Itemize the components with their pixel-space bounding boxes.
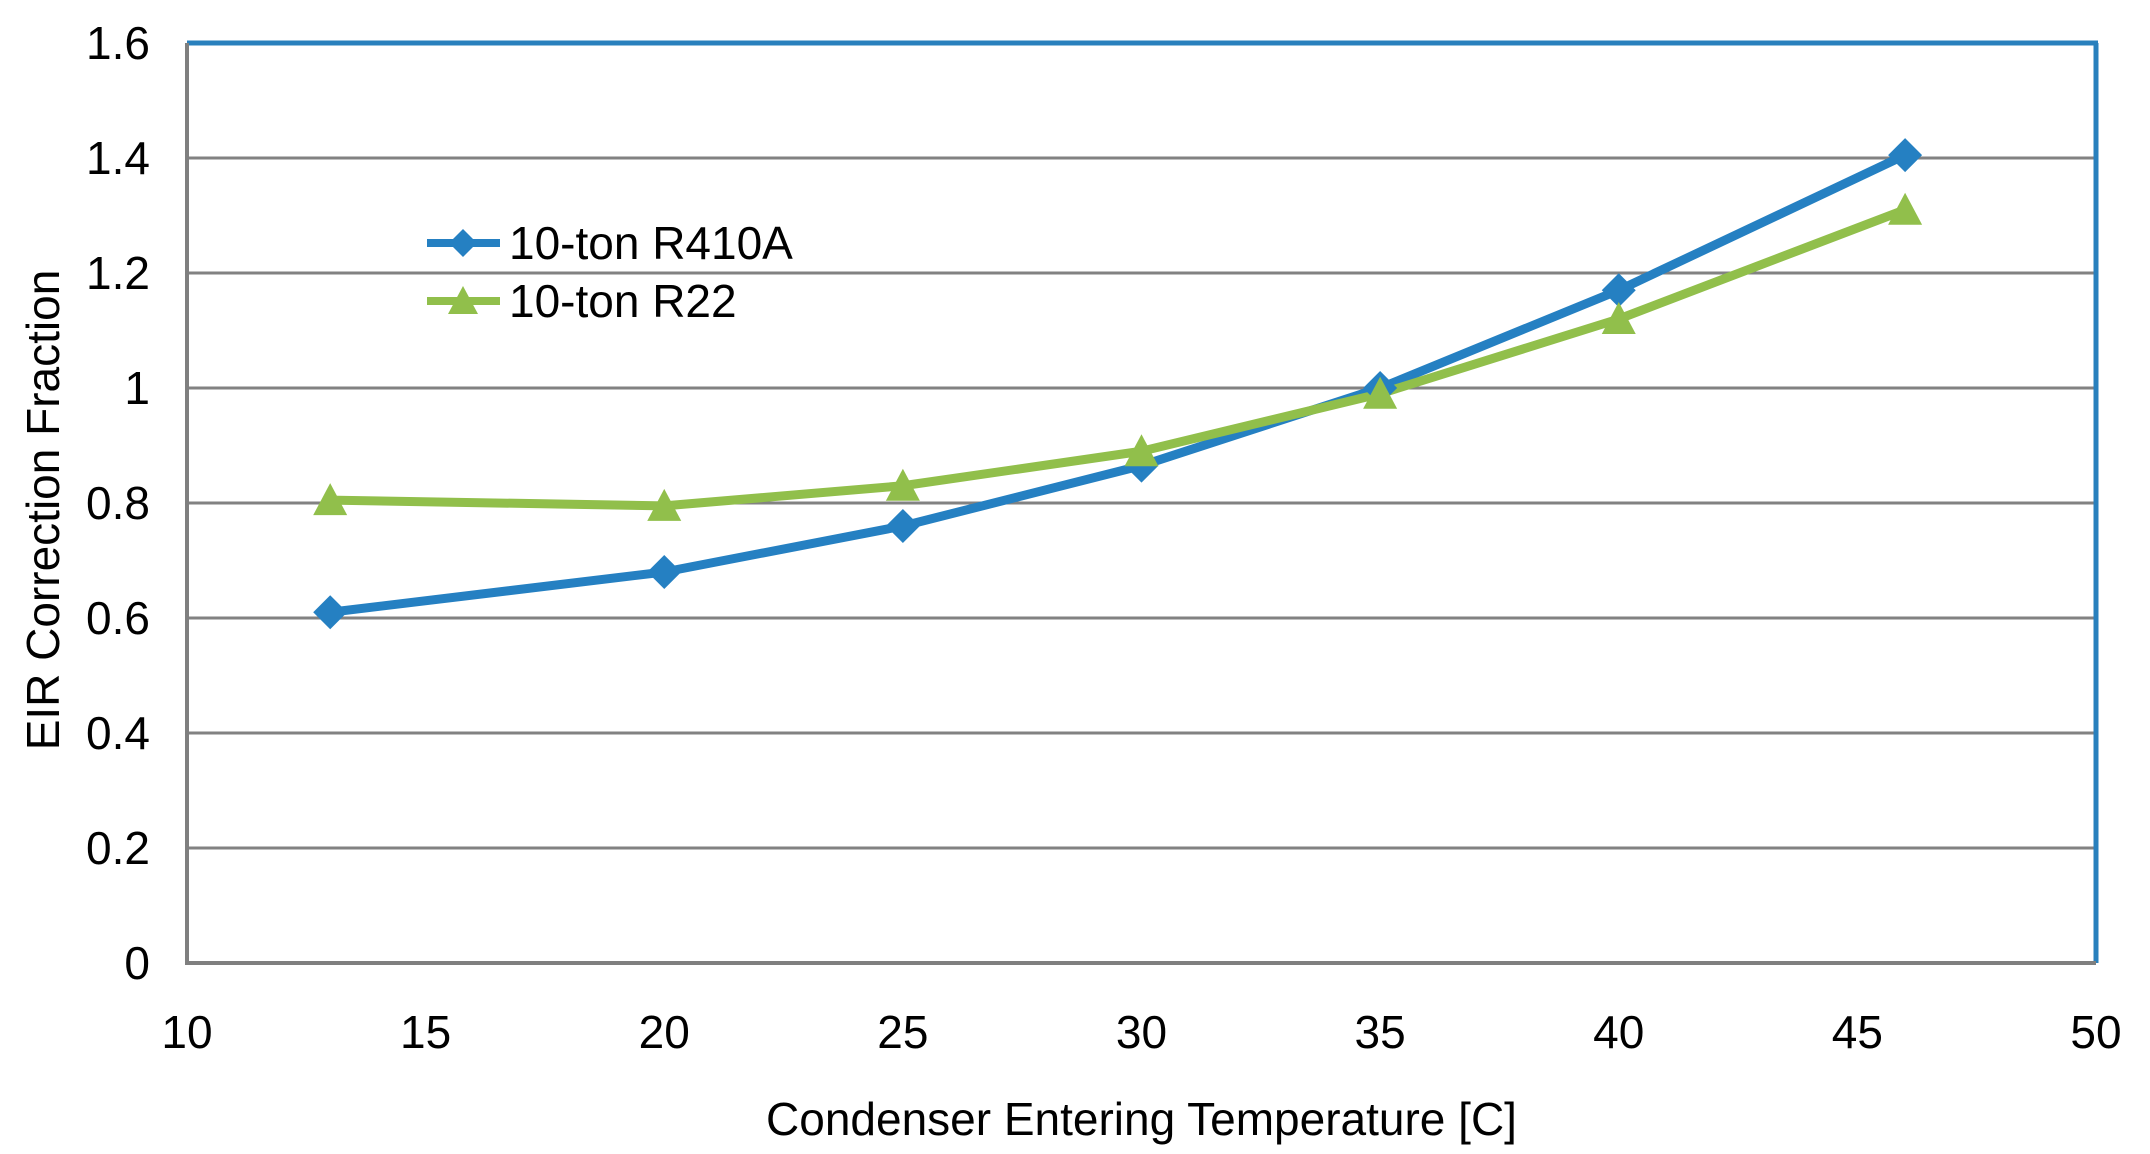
y-tick-label: 1 xyxy=(124,362,150,414)
x-tick-label: 50 xyxy=(2070,1006,2121,1058)
x-axis-title: Condenser Entering Temperature [C] xyxy=(766,1093,1517,1145)
y-tick-label: 0.2 xyxy=(86,822,150,874)
marker-triangle xyxy=(1124,434,1159,467)
legend-item-r22: 10-ton R22 xyxy=(425,272,793,330)
legend: 10-ton R410A 10-ton R22 xyxy=(425,214,793,330)
y-tick-label: 1.4 xyxy=(86,132,150,184)
marker-triangle xyxy=(885,468,920,501)
x-tick-label: 25 xyxy=(877,1006,928,1058)
line-triangle-marker-icon xyxy=(427,286,500,314)
x-tick-label: 35 xyxy=(1355,1006,1406,1058)
marker-diamond xyxy=(647,555,682,589)
y-tick-label: 0 xyxy=(124,937,150,989)
x-tick-label: 45 xyxy=(1832,1006,1883,1058)
marker-triangle xyxy=(1601,302,1636,334)
y-axis-title: EIR Correction Fraction xyxy=(17,269,69,751)
marker-triangle xyxy=(1363,376,1398,409)
x-tick-label: 40 xyxy=(1593,1006,1644,1058)
y-tick-label: 0.6 xyxy=(86,592,150,644)
x-tick-label: 30 xyxy=(1116,1006,1167,1058)
y-tick-label: 0.4 xyxy=(86,707,150,759)
x-tick-label: 10 xyxy=(161,1006,212,1058)
marker-diamond xyxy=(885,509,920,543)
line-diamond-marker-icon xyxy=(427,229,500,257)
y-tick-label: 1.2 xyxy=(86,247,150,299)
marker-triangle xyxy=(313,483,348,516)
marker-diamond xyxy=(313,595,348,630)
legend-item-r410a: 10-ton R410A xyxy=(425,214,793,272)
marker-triangle xyxy=(647,488,682,521)
marker-diamond xyxy=(1888,138,1923,173)
x-tick-label: 15 xyxy=(400,1006,451,1058)
marker-diamond xyxy=(1601,273,1636,308)
y-tick-label: 0.8 xyxy=(86,477,150,529)
y-tick-label: 1.6 xyxy=(86,17,150,69)
x-tick-label: 20 xyxy=(639,1006,690,1058)
legend-label-r22: 10-ton R22 xyxy=(509,275,737,327)
marker-triangle xyxy=(1888,192,1923,225)
legend-label-r410a: 10-ton R410A xyxy=(509,217,793,269)
